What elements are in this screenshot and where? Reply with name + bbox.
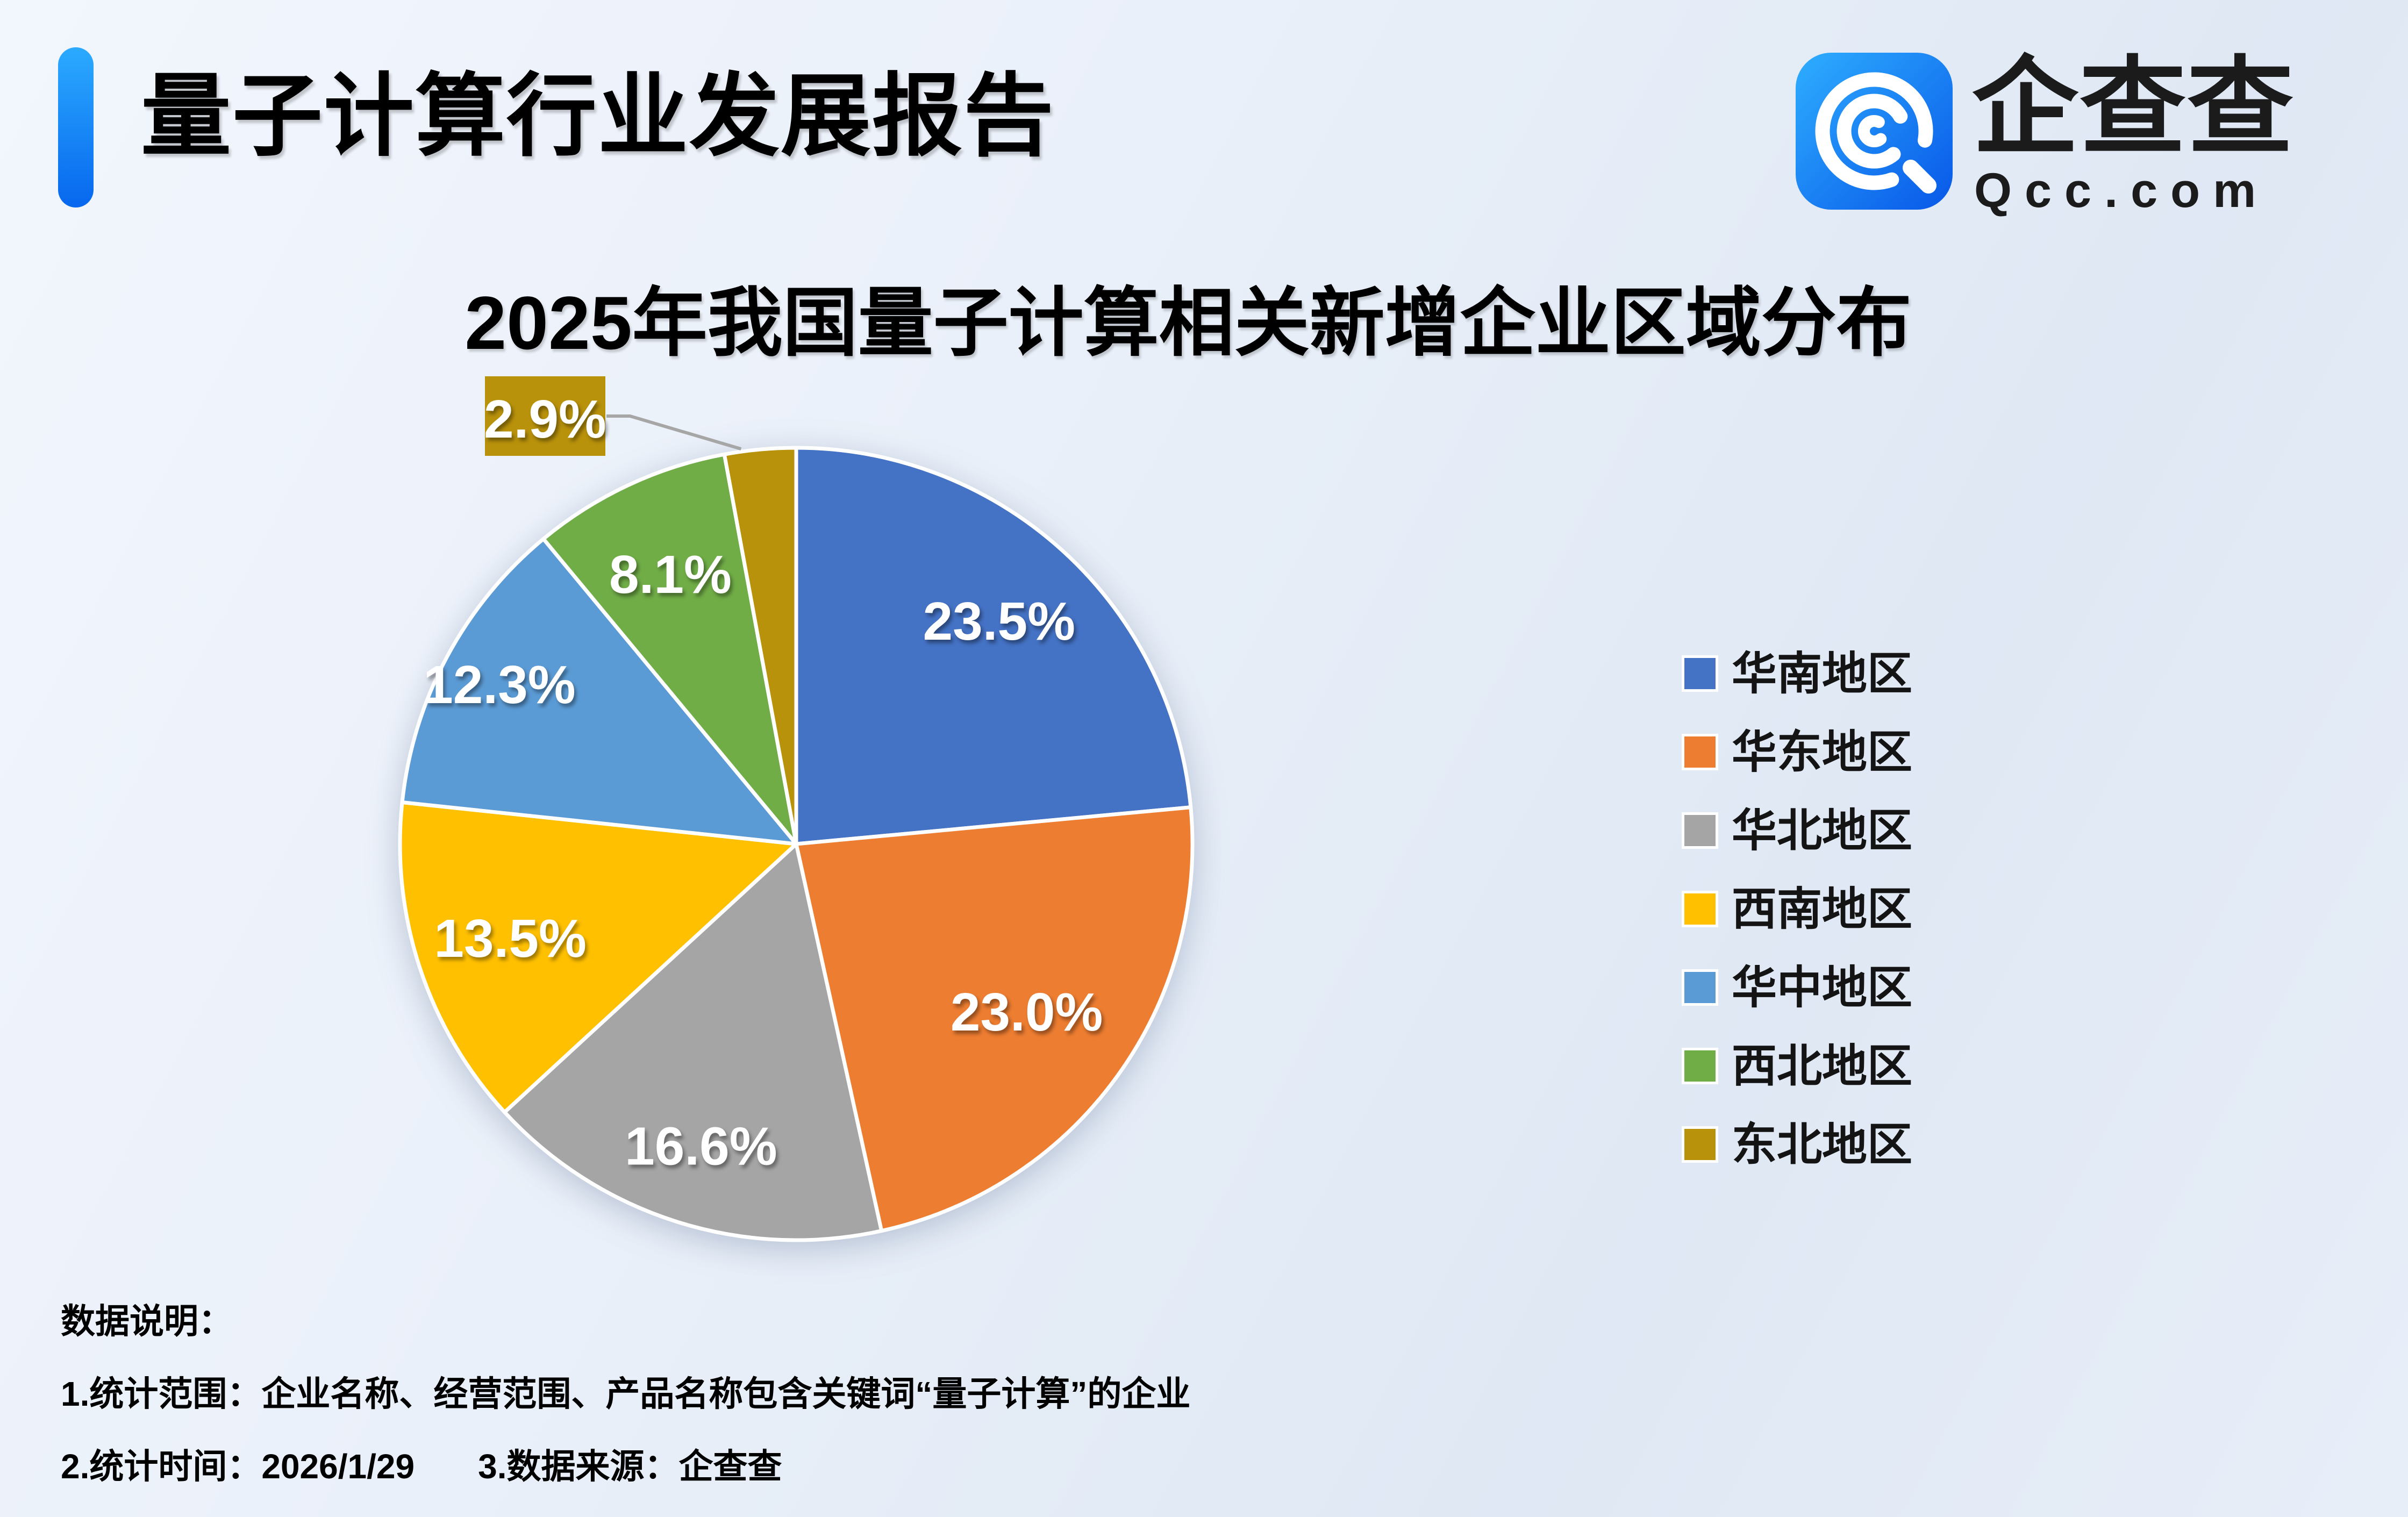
pie-slice-1: [794, 446, 1193, 846]
pie-slices-group: [398, 446, 1195, 1242]
legend-item-7: 东北地区: [1684, 1105, 1912, 1184]
logo-name: 企查查: [1972, 48, 2295, 167]
magnifier-q-icon: [1796, 53, 1953, 210]
legend-label: 华中地区: [1732, 962, 1913, 1013]
legend-swatch-icon: [1684, 658, 1716, 689]
pie-slice-2: [794, 805, 1195, 1233]
footer-data-source: 3.数据来源：企查查: [478, 1447, 782, 1486]
pie-slice-3: [503, 842, 884, 1242]
footer-note-time-source: 2.统计时间：2026/1/29 3.数据来源：企查查: [61, 1447, 782, 1487]
legend: 华南地区华东地区华北地区西南地区华中地区西北地区东北地区: [1684, 634, 1912, 1184]
legend-label: 西北地区: [1732, 1041, 1913, 1091]
callout-leader-line: [606, 414, 742, 451]
legend-label: 华北地区: [1732, 805, 1913, 856]
pie-slice-6: [541, 452, 798, 846]
legend-item-1: 华南地区: [1684, 634, 1912, 713]
pie-slice-7: [722, 446, 798, 846]
chart-title: 2025年我国量子计算相关新增企业区域分布: [465, 281, 1912, 365]
data-label-5: 12.3%: [423, 655, 576, 715]
legend-item-4: 西南地区: [1684, 870, 1912, 948]
data-label-3: 16.6%: [625, 1116, 777, 1176]
pie-slice-4: [398, 800, 798, 1114]
qcc-logo-icon: [1796, 53, 1953, 210]
header-accent-bar: [58, 47, 94, 207]
pie-slice-5: [400, 536, 798, 846]
legend-swatch-icon: [1684, 893, 1716, 925]
footer-stat-time: 2.统计时间：2026/1/29: [61, 1447, 415, 1486]
pie-labels-group: 23.5% 23.0% 16.6% 13.5% 12.3% 8.1% 2.9%: [423, 389, 1103, 1176]
legend-swatch-icon: [1684, 815, 1716, 846]
page-title: 量子计算行业发展报告: [141, 66, 1055, 167]
data-label-6: 8.1%: [609, 545, 732, 605]
data-label-2: 23.0%: [951, 982, 1103, 1042]
legend-swatch-icon: [1684, 736, 1716, 768]
footer-heading: 数据说明：: [61, 1302, 233, 1341]
legend-swatch-icon: [1684, 1050, 1716, 1082]
legend-item-3: 华北地区: [1684, 791, 1912, 870]
legend-item-5: 华中地区: [1684, 948, 1912, 1027]
legend-label: 西南地区: [1732, 884, 1913, 934]
pie-callout-group: [485, 376, 742, 456]
legend-swatch-icon: [1684, 972, 1716, 1003]
legend-item-2: 华东地区: [1684, 713, 1912, 791]
legend-label: 东北地区: [1732, 1119, 1913, 1170]
legend-label: 华南地区: [1732, 648, 1913, 699]
legend-label: 华东地区: [1732, 727, 1913, 777]
logo-domain: Qcc.com: [1974, 164, 2269, 218]
legend-swatch-icon: [1684, 1129, 1716, 1160]
data-label-1: 23.5%: [923, 591, 1076, 652]
data-label-4: 13.5%: [434, 908, 587, 969]
callout-box: [485, 376, 605, 456]
footer-note-scope: 1.统计范围：企业名称、经营范围、产品名称包含关键词“量子计算”的企业: [61, 1375, 1191, 1413]
legend-item-6: 西北地区: [1684, 1027, 1912, 1105]
data-label-callout: 2.9%: [484, 389, 606, 449]
